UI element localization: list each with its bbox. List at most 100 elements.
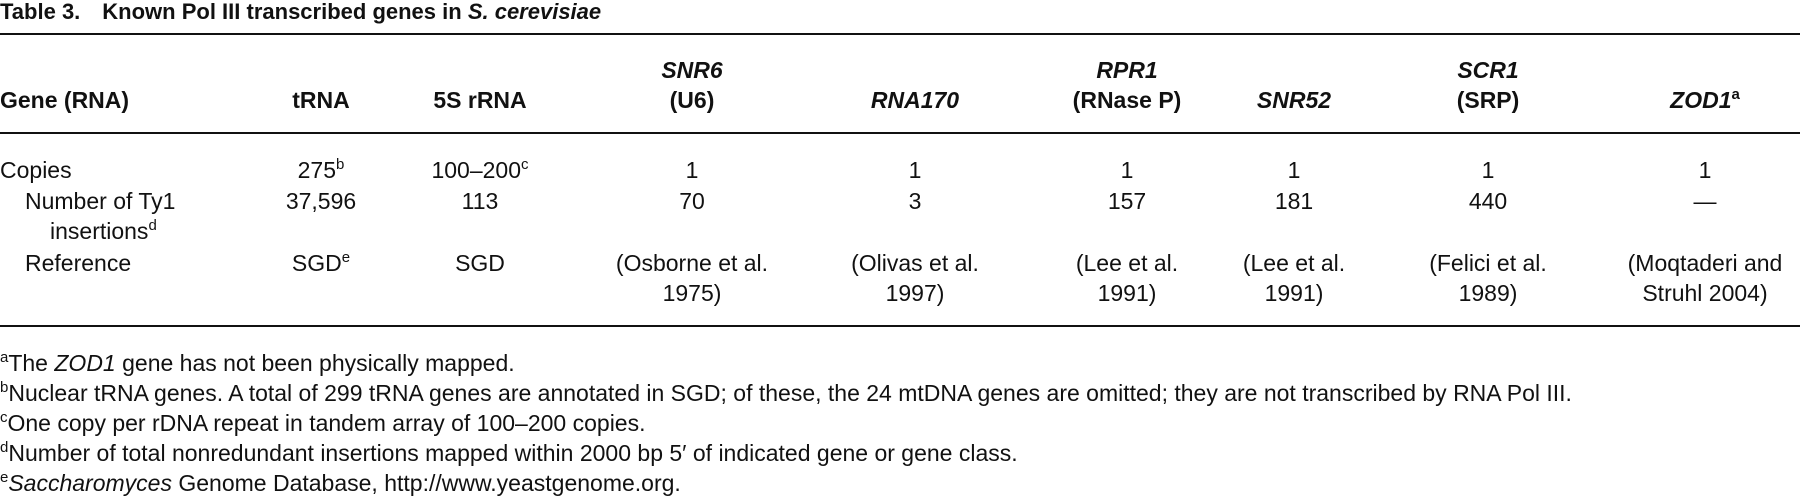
text-run: Genome Database, http://www.yeastgenome.… xyxy=(171,470,681,496)
text-run: ZOD1 xyxy=(54,350,116,376)
cell-line: Copies xyxy=(0,155,72,185)
text-run: tRNA xyxy=(292,87,350,113)
superscript: e xyxy=(341,249,351,266)
table-label: Table 3. xyxy=(0,0,81,24)
table-cell: (Felici et al. 1989) xyxy=(1429,248,1547,308)
cell-line: Gene (RNA) xyxy=(0,85,129,115)
cell-line: 3 xyxy=(909,186,922,216)
header-cell: ZOD1a xyxy=(1670,85,1740,115)
cell-line: 1991) xyxy=(1076,278,1178,308)
text-run: Saccharomyces xyxy=(8,470,172,496)
table-cell: 37,596 xyxy=(286,186,356,216)
cell-line: 1 xyxy=(1288,155,1301,185)
row-label: Number of Ty1 insertionsd xyxy=(0,186,175,246)
header-cell: RPR1 (RNase P) xyxy=(1073,55,1182,115)
table-cell: 275b xyxy=(298,155,345,185)
cell-line: 1 xyxy=(1699,155,1712,185)
cell-line: 5S rRNA xyxy=(433,85,526,115)
text-run: Known Pol III transcribed genes in xyxy=(102,0,468,24)
cell-line: (Moqtaderi and xyxy=(1628,248,1783,278)
text-run: — xyxy=(1693,188,1717,214)
row-label: Reference xyxy=(0,248,131,278)
superscript: c xyxy=(0,409,8,426)
superscript: b xyxy=(336,156,345,173)
text-run: (Felici et al. xyxy=(1429,250,1547,276)
text-run: gene has not been physically mapped. xyxy=(115,350,515,376)
text-run: Number of Ty1 xyxy=(25,188,176,214)
table-cell: 113 xyxy=(462,186,499,216)
cell-line: Number of Ty1 xyxy=(25,186,175,216)
footnote: aThe ZOD1 gene has not been physically m… xyxy=(0,348,515,378)
cell-line: 1989) xyxy=(1429,278,1547,308)
text-run: insertions xyxy=(50,218,149,244)
cell-line: 181 xyxy=(1275,186,1313,216)
footnote: eSaccharomyces Genome Database, http://w… xyxy=(0,468,681,498)
table-cell: 1 xyxy=(1482,155,1495,185)
footnote: bNuclear tRNA genes. A total of 299 tRNA… xyxy=(0,378,1572,408)
table-cell: 1 xyxy=(1121,155,1134,185)
table-cell: (Lee et al. 1991) xyxy=(1076,248,1178,308)
header-rule xyxy=(0,132,1800,134)
cell-line: ZOD1a xyxy=(1670,85,1740,115)
text-run: SCR1 xyxy=(1457,57,1519,83)
text-run: (Lee et al. xyxy=(1075,250,1179,276)
cell-line: RPR1 xyxy=(1073,55,1182,85)
superscript: a xyxy=(0,349,9,366)
cell-line: SGDe xyxy=(292,248,350,278)
text-run: 1 xyxy=(908,157,922,183)
table-cell: (Olivas et al. 1997) xyxy=(851,248,979,308)
table-cell: SGDe xyxy=(292,248,350,278)
table-cell: 1 xyxy=(1699,155,1712,185)
cell-line: 1997) xyxy=(851,278,979,308)
text-run: (Lee et al. xyxy=(1242,250,1346,276)
cell-line: SNR52 xyxy=(1257,85,1331,115)
table-cell: (Moqtaderi and Struhl 2004) xyxy=(1628,248,1783,308)
cell-line: 1991) xyxy=(1243,278,1345,308)
text-run: 1 xyxy=(685,157,699,183)
superscript: c xyxy=(521,156,529,173)
cell-line: — xyxy=(1694,186,1717,216)
text-run: 5S rRNA xyxy=(433,87,527,113)
table-cell: 100–200c xyxy=(431,155,528,185)
cell-line: 113 xyxy=(462,186,499,216)
table-cell: 1 xyxy=(1288,155,1301,185)
header-cell: SNR6 (U6) xyxy=(661,55,722,115)
text-run: SGD xyxy=(291,250,342,276)
table-cell: 70 xyxy=(679,186,705,216)
text-run: (Moqtaderi and xyxy=(1627,250,1783,276)
table-cell: 181 xyxy=(1275,186,1313,216)
header-cell: SCR1 (SRP) xyxy=(1457,55,1520,115)
cell-line: SCR1 xyxy=(1457,55,1520,85)
cell-line: (U6) xyxy=(661,85,722,115)
text-run: 3 xyxy=(908,188,922,214)
text-run: Nuclear tRNA genes. A total of 299 tRNA … xyxy=(8,380,1572,406)
bottom-rule xyxy=(0,325,1800,327)
text-run: SGD xyxy=(455,250,505,276)
table-cell: SGD xyxy=(455,248,505,278)
superscript: d xyxy=(148,217,157,234)
cell-line: (Olivas et al. xyxy=(851,248,979,278)
header-cell: 5S rRNA xyxy=(433,85,526,115)
text-run: 181 xyxy=(1274,188,1314,214)
top-rule xyxy=(0,33,1800,35)
text-run: 37,596 xyxy=(285,188,357,214)
superscript: b xyxy=(0,379,9,396)
cell-line: (Felici et al. xyxy=(1429,248,1547,278)
title-text: Known Pol III transcribed genes in S. ce… xyxy=(102,0,601,24)
text-run: One copy per rDNA repeat in tandem array… xyxy=(7,410,646,436)
cell-line: insertionsd xyxy=(25,216,175,246)
text-run: 113 xyxy=(461,188,499,214)
text-run: 440 xyxy=(1468,188,1508,214)
superscript: e xyxy=(0,469,9,486)
text-run: 1991) xyxy=(1264,280,1324,306)
cell-line: Reference xyxy=(25,248,131,278)
footnote: cOne copy per rDNA repeat in tandem arra… xyxy=(0,408,645,438)
table-cell: 1 xyxy=(686,155,699,185)
superscript: a xyxy=(1731,86,1740,103)
text-run: SNR52 xyxy=(1256,87,1332,113)
table-cell: (Lee et al. 1991) xyxy=(1243,248,1345,308)
text-run: 1997) xyxy=(885,280,945,306)
cell-line: 275b xyxy=(298,155,345,185)
cell-line: (RNase P) xyxy=(1073,85,1182,115)
